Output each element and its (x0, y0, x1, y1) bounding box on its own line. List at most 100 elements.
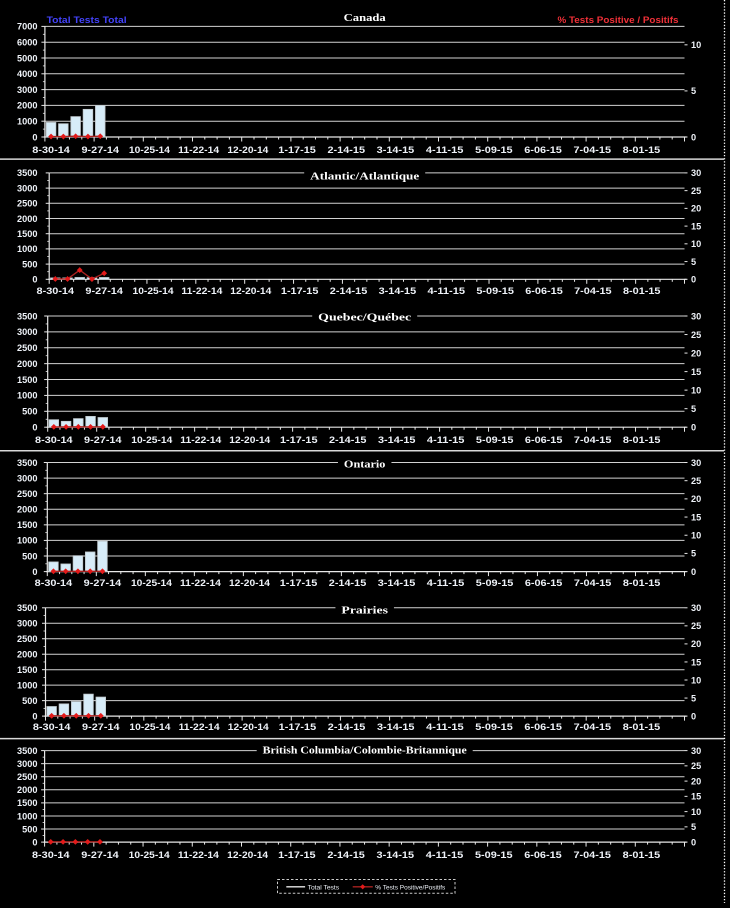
svg-text:5-09-15: 5-09-15 (476, 435, 514, 445)
svg-text:9-27-14: 9-27-14 (84, 435, 122, 445)
svg-text:15: 15 (691, 512, 701, 522)
svg-text:6-06-15: 6-06-15 (525, 286, 563, 296)
svg-text:8-01-15: 8-01-15 (623, 145, 661, 155)
svg-text:500: 500 (22, 696, 37, 706)
svg-text:10: 10 (691, 531, 701, 541)
svg-text:2-14-15: 2-14-15 (328, 722, 366, 732)
svg-text:Atlantic/Atlantique: Atlantic/Atlantique (310, 171, 419, 183)
svg-text:0: 0 (691, 275, 696, 285)
svg-text:10: 10 (691, 239, 701, 249)
svg-text:7-04-15: 7-04-15 (574, 578, 612, 588)
svg-text:5-09-15: 5-09-15 (475, 145, 513, 155)
svg-text:0: 0 (32, 423, 37, 433)
svg-text:3500: 3500 (17, 603, 37, 613)
svg-text:9-27-14: 9-27-14 (84, 578, 122, 588)
svg-text:0: 0 (32, 132, 37, 142)
svg-text:Canada: Canada (344, 12, 387, 24)
svg-text:5-09-15: 5-09-15 (476, 578, 514, 588)
svg-text:8-01-15: 8-01-15 (623, 850, 661, 860)
svg-text:6-06-15: 6-06-15 (524, 145, 562, 155)
svg-text:10: 10 (691, 385, 701, 395)
svg-text:8-01-15: 8-01-15 (623, 722, 661, 732)
svg-text:5: 5 (691, 257, 696, 267)
svg-text:5: 5 (691, 86, 696, 96)
svg-text:10-25-14: 10-25-14 (131, 435, 172, 445)
svg-text:3500: 3500 (17, 458, 37, 468)
svg-text:8-30-14: 8-30-14 (37, 286, 75, 296)
svg-text:4-11-15: 4-11-15 (426, 722, 464, 732)
svg-text:1000: 1000 (17, 244, 37, 254)
svg-text:3-14-15: 3-14-15 (378, 435, 416, 445)
svg-text:British Columbia/Colombie-Brit: British Columbia/Colombie-Britannique (263, 745, 467, 757)
svg-text:1-17-15: 1-17-15 (278, 145, 316, 155)
svg-text:25: 25 (691, 186, 701, 196)
svg-text:12-20-14: 12-20-14 (229, 578, 270, 588)
svg-text:4000: 4000 (17, 69, 37, 79)
svg-text:1000: 1000 (17, 391, 37, 401)
svg-text:12-20-14: 12-20-14 (227, 850, 268, 860)
svg-text:7-04-15: 7-04-15 (574, 286, 612, 296)
svg-text:8-30-14: 8-30-14 (35, 578, 73, 588)
svg-text:3000: 3000 (17, 619, 37, 629)
svg-text:Total Tests: Total Tests (308, 885, 340, 892)
svg-text:500: 500 (22, 259, 37, 269)
svg-text:20: 20 (691, 494, 701, 504)
svg-text:1500: 1500 (17, 520, 37, 530)
svg-text:9-27-14: 9-27-14 (85, 286, 123, 296)
svg-text:30: 30 (691, 603, 701, 613)
svg-text:4-11-15: 4-11-15 (427, 578, 465, 588)
svg-text:12-20-14: 12-20-14 (227, 145, 268, 155)
svg-text:1500: 1500 (17, 665, 37, 675)
svg-text:1-17-15: 1-17-15 (279, 722, 317, 732)
svg-text:2500: 2500 (17, 634, 37, 644)
svg-text:9-27-14: 9-27-14 (82, 145, 120, 155)
svg-text:1000: 1000 (17, 536, 37, 546)
svg-text:20: 20 (691, 348, 701, 358)
svg-text:3-14-15: 3-14-15 (378, 578, 416, 588)
svg-text:10-25-14: 10-25-14 (129, 850, 170, 860)
svg-text:1-17-15: 1-17-15 (281, 286, 319, 296)
svg-text:25: 25 (691, 761, 701, 771)
svg-text:8-01-15: 8-01-15 (623, 286, 661, 296)
svg-text:2-14-15: 2-14-15 (329, 435, 367, 445)
svg-text:1-17-15: 1-17-15 (280, 435, 318, 445)
svg-text:10-25-14: 10-25-14 (133, 286, 174, 296)
svg-text:3500: 3500 (17, 746, 37, 756)
svg-text:6-06-15: 6-06-15 (525, 435, 563, 445)
svg-text:5: 5 (691, 549, 696, 559)
svg-text:3000: 3000 (17, 759, 37, 769)
svg-text:2000: 2000 (17, 214, 37, 224)
svg-text:0: 0 (32, 711, 37, 721)
svg-text:10: 10 (691, 675, 701, 685)
svg-text:30: 30 (691, 746, 701, 756)
svg-text:5-09-15: 5-09-15 (475, 722, 513, 732)
svg-text:8-01-15: 8-01-15 (623, 435, 661, 445)
svg-text:20: 20 (691, 204, 701, 214)
svg-text:2000: 2000 (17, 359, 37, 369)
svg-text:3500: 3500 (17, 168, 37, 178)
svg-text:3-14-15: 3-14-15 (379, 286, 417, 296)
svg-text:1000: 1000 (17, 117, 37, 127)
svg-text:9-27-14: 9-27-14 (81, 850, 119, 860)
svg-text:3-14-15: 3-14-15 (377, 722, 415, 732)
svg-text:3000: 3000 (17, 85, 37, 95)
svg-text:7-04-15: 7-04-15 (574, 145, 612, 155)
svg-text:10-25-14: 10-25-14 (129, 145, 170, 155)
svg-text:2-14-15: 2-14-15 (328, 145, 366, 155)
svg-text:12-20-14: 12-20-14 (229, 435, 270, 445)
svg-text:9-27-14: 9-27-14 (82, 722, 120, 732)
svg-text:500: 500 (22, 551, 37, 561)
svg-text:15: 15 (691, 657, 701, 667)
svg-text:0: 0 (32, 837, 37, 847)
svg-text:7000: 7000 (17, 22, 37, 32)
svg-text:3500: 3500 (17, 311, 37, 321)
svg-text:7-04-15: 7-04-15 (574, 722, 612, 732)
svg-text:6-06-15: 6-06-15 (525, 578, 563, 588)
svg-text:2500: 2500 (17, 343, 37, 353)
svg-text:4-11-15: 4-11-15 (426, 850, 464, 860)
svg-text:1000: 1000 (17, 680, 37, 690)
svg-text:3000: 3000 (17, 183, 37, 193)
svg-text:0: 0 (691, 711, 696, 721)
svg-text:5-09-15: 5-09-15 (475, 850, 513, 860)
svg-text:11-22-14: 11-22-14 (178, 145, 219, 155)
